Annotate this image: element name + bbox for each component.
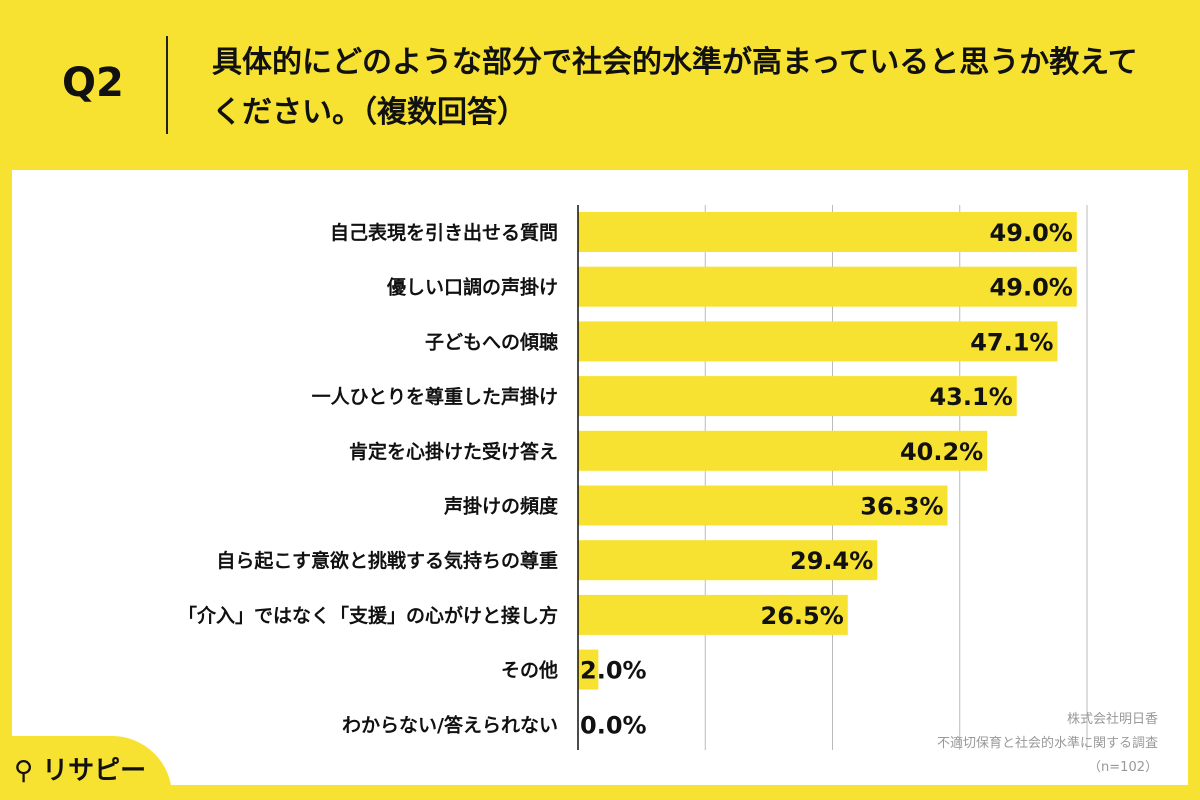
category-label: 自己表現を引き出せる質問 bbox=[330, 221, 558, 244]
credit-sample: （n=102） bbox=[1088, 760, 1158, 775]
bar bbox=[578, 321, 1058, 362]
bar bbox=[578, 485, 948, 526]
data-label: 29.4% bbox=[790, 547, 873, 575]
logo-text: ⚲ リサピー bbox=[14, 756, 147, 786]
data-label: 47.1% bbox=[970, 328, 1053, 356]
data-label: 0.0% bbox=[580, 711, 647, 739]
credit-company: 株式会社明日香 bbox=[1066, 712, 1158, 727]
category-label: 自ら起こす意欲と挑戦する気持ちの尊重 bbox=[216, 549, 558, 572]
bar bbox=[578, 430, 988, 471]
category-label: 一人ひとりを尊重した声掛け bbox=[312, 385, 558, 408]
data-label: 36.3% bbox=[860, 493, 943, 521]
bar bbox=[578, 649, 599, 690]
data-label: 43.1% bbox=[929, 383, 1012, 411]
category-label: 優しい口調の声掛け bbox=[386, 276, 558, 299]
credit-survey: 不適切保育と社会的水準に関する調査 bbox=[936, 736, 1158, 751]
logo: ⚲ リサピー bbox=[0, 736, 172, 800]
data-label: 49.0% bbox=[990, 274, 1073, 302]
bar bbox=[578, 540, 878, 581]
category-label: 声掛けの頻度 bbox=[443, 495, 559, 518]
bar bbox=[578, 376, 1017, 417]
header-divider bbox=[166, 36, 168, 134]
data-label: 26.5% bbox=[761, 602, 844, 630]
bar bbox=[578, 594, 848, 635]
data-label: 40.2% bbox=[900, 438, 983, 466]
bar bbox=[578, 212, 1077, 252]
bar bbox=[578, 266, 1077, 307]
category-label: その他 bbox=[501, 659, 558, 682]
data-label: 49.0% bbox=[990, 219, 1073, 247]
category-label: 「介入」ではなく「支援」の心がけと接し方 bbox=[178, 604, 558, 627]
category-label: 肯定を心掛けた受け答え bbox=[349, 440, 558, 463]
category-label: わからない/答えられない bbox=[342, 713, 558, 736]
credit: 株式会社明日香 不適切保育と社会的水準に関する調査 （n=102） bbox=[937, 708, 1158, 780]
page-title: 具体的にどのような部分で社会的水準が高まっていると思うか教えてください。（複数回… bbox=[212, 45, 1138, 130]
data-label: 2.0% bbox=[580, 657, 647, 685]
pin-icon: ⚲ bbox=[14, 756, 34, 786]
question-number: Q2 bbox=[62, 60, 124, 106]
category-label: 子どもへの傾聴 bbox=[425, 330, 558, 353]
